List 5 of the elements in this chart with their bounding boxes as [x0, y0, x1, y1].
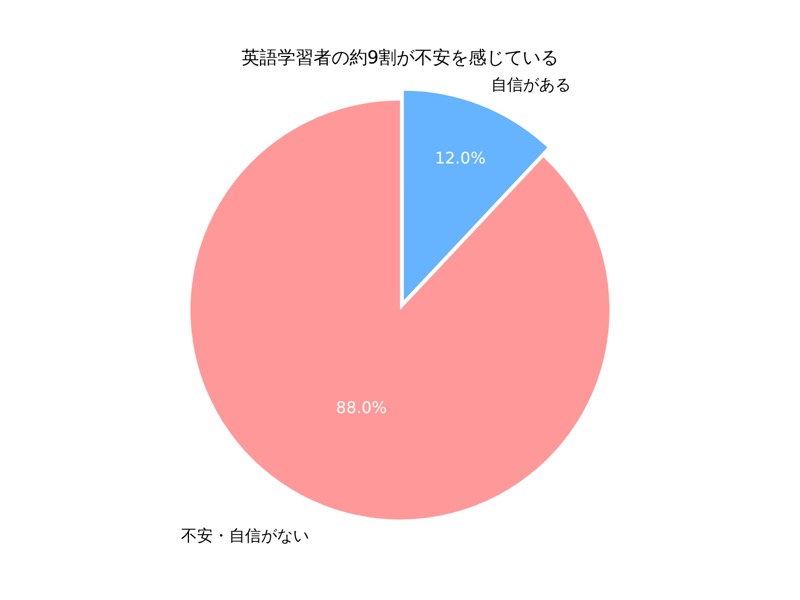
data-label: 88.0% — [336, 398, 387, 417]
slice-label: 自信がある — [491, 75, 571, 94]
data-label: 12.0% — [434, 148, 486, 168]
slice-label: 不安・自信がない — [181, 526, 309, 545]
chart-title: 英語学習者の約9割が不安を感じている — [241, 48, 559, 69]
